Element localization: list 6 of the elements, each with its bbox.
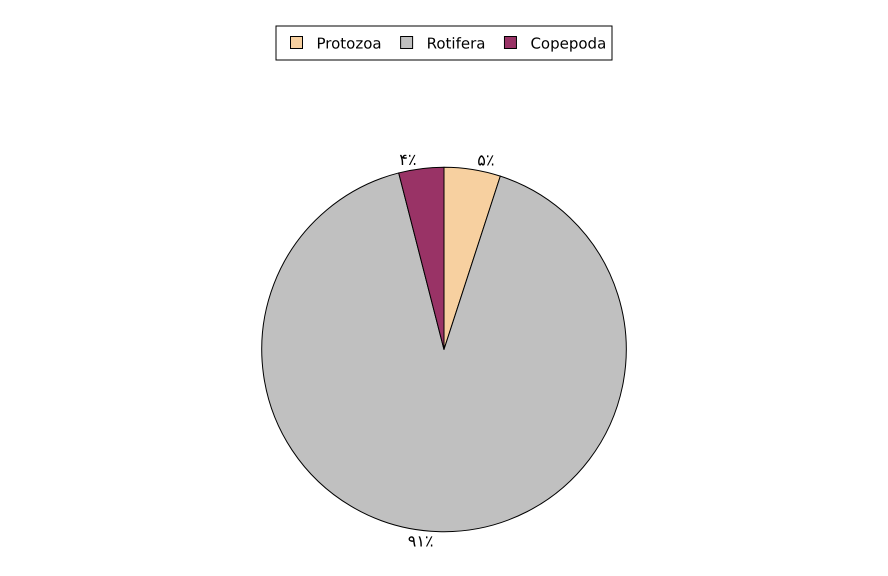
- data-label: ۴٪: [399, 150, 416, 169]
- data-label: ۹۱٪: [408, 532, 434, 551]
- legend-label: Copepoda: [530, 34, 606, 52]
- legend-label: Protozoa: [316, 34, 382, 52]
- data-label: ۵٪: [477, 150, 494, 170]
- legend-label: Rotifera: [426, 34, 486, 52]
